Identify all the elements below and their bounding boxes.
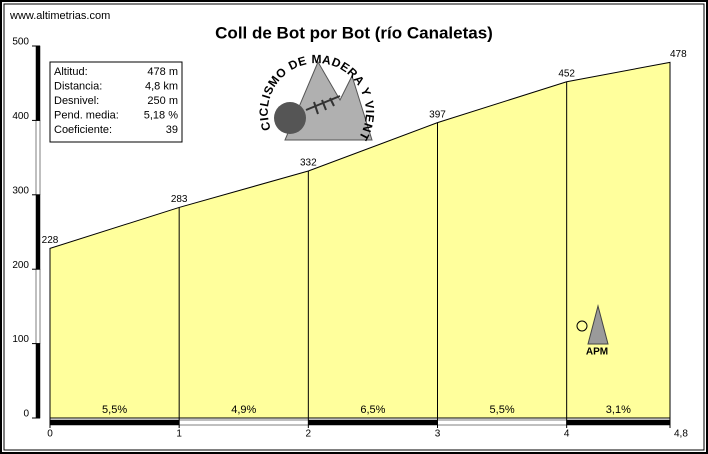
value-label: 452 bbox=[558, 68, 575, 79]
info-label: Pend. media: bbox=[54, 109, 119, 121]
info-value: 478 m bbox=[147, 66, 178, 78]
axis-strip bbox=[35, 45, 41, 121]
segment-strip bbox=[437, 419, 567, 426]
x-tick-label: 4 bbox=[564, 429, 570, 440]
info-label: Altitud: bbox=[54, 66, 88, 78]
x-tick-label: 4,8 bbox=[674, 429, 688, 440]
axis-strip bbox=[35, 120, 41, 196]
value-label: 478 bbox=[670, 49, 687, 60]
info-label: Distancia: bbox=[54, 80, 102, 92]
x-tick-label: 3 bbox=[435, 429, 441, 440]
x-tick-label: 0 bbox=[47, 429, 53, 440]
info-value: 5,18 % bbox=[144, 109, 178, 121]
info-value: 4,8 km bbox=[145, 80, 178, 92]
y-tick-label: 100 bbox=[12, 334, 29, 345]
axis-strip bbox=[35, 343, 41, 419]
segment-label: 3,1% bbox=[606, 404, 631, 416]
y-tick-label: 500 bbox=[12, 37, 29, 48]
axis-strip bbox=[35, 194, 41, 270]
info-label: Coeficiente: bbox=[54, 124, 112, 136]
chart-title: Coll de Bot por Bot (río Canaletas) bbox=[215, 23, 493, 42]
x-tick-label: 2 bbox=[306, 429, 312, 440]
axis-strip bbox=[35, 268, 41, 344]
segment-label: 6,5% bbox=[360, 404, 385, 416]
segment-strip bbox=[308, 419, 438, 426]
site: www.altimetrias.com bbox=[9, 10, 110, 22]
segment-label: 5,5% bbox=[102, 404, 127, 416]
badge: APM bbox=[576, 304, 609, 358]
inner-frame bbox=[3, 3, 705, 451]
value-label: 332 bbox=[300, 158, 317, 169]
value-label: 283 bbox=[171, 194, 188, 205]
info-label: Desnivel: bbox=[54, 95, 99, 107]
info-value: 250 m bbox=[147, 95, 178, 107]
segment-label: 4,9% bbox=[231, 404, 256, 416]
y-tick-label: 300 bbox=[12, 185, 29, 196]
value-label: 228 bbox=[42, 235, 59, 246]
segment-label: 5,5% bbox=[490, 404, 515, 416]
x-tick-label: 1 bbox=[176, 429, 182, 440]
y-tick-label: 0 bbox=[23, 409, 29, 420]
segment-strip bbox=[178, 419, 309, 426]
y-tick-label: 400 bbox=[12, 111, 29, 122]
segment-strip bbox=[566, 419, 671, 426]
badge-text: APM bbox=[586, 347, 608, 358]
segment-strip bbox=[49, 419, 180, 426]
info-box bbox=[49, 61, 183, 143]
logo-icon bbox=[274, 102, 306, 134]
info-value: 39 bbox=[166, 124, 178, 136]
y-tick-label: 200 bbox=[12, 260, 29, 271]
value-label: 397 bbox=[429, 109, 446, 120]
